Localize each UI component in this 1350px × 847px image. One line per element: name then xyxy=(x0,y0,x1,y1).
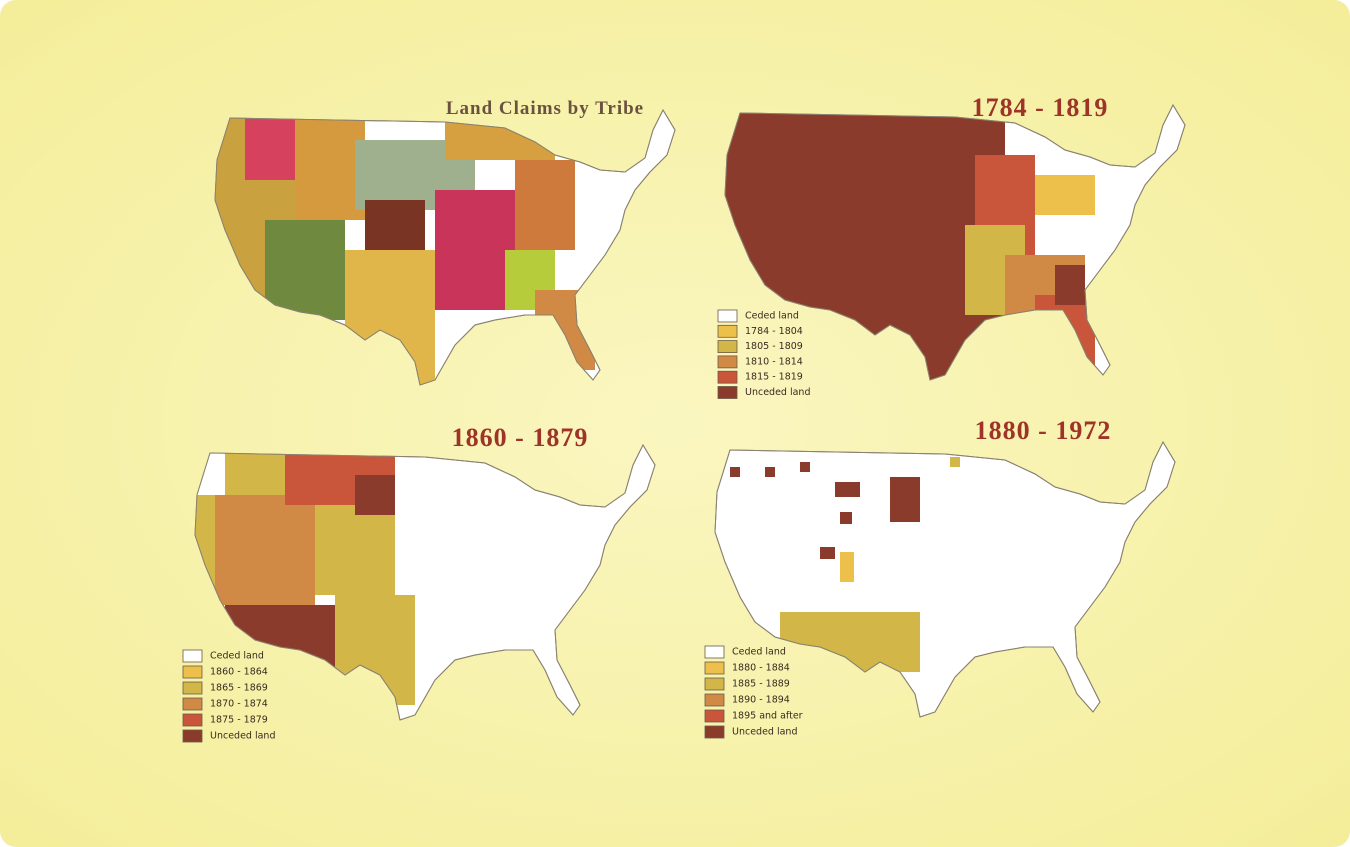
legend-label: Unceded land xyxy=(732,727,797,738)
map-title: 1784 - 1819 xyxy=(972,93,1109,122)
legend-swatch xyxy=(182,729,203,743)
legend-swatch xyxy=(182,681,203,695)
legend-label: 1810 - 1814 xyxy=(745,356,803,367)
legend-swatch xyxy=(704,693,725,707)
legend-label: 1875 - 1879 xyxy=(210,715,268,726)
legend-swatch xyxy=(182,665,203,679)
legend-label: Ceded land xyxy=(210,651,264,662)
legend-label: 1885 - 1889 xyxy=(732,679,790,690)
legend-swatch xyxy=(717,370,738,384)
legend-swatch xyxy=(182,697,203,711)
legend-label: 1895 and after xyxy=(732,711,803,722)
legend-swatch xyxy=(717,355,738,369)
legend-swatch xyxy=(182,649,203,663)
legend-label: Ceded land xyxy=(745,311,799,322)
legend-label: Unceded land xyxy=(745,387,810,398)
legend-swatch xyxy=(704,677,725,691)
legend-swatch xyxy=(717,324,738,338)
legend-label: Ceded land xyxy=(732,647,786,658)
legend-label: 1860 - 1864 xyxy=(210,667,268,678)
legend-label: 1805 - 1809 xyxy=(745,341,803,352)
legend-label: 1865 - 1869 xyxy=(210,683,268,694)
legend-label: Unceded land xyxy=(210,731,275,742)
legend-label: 1870 - 1874 xyxy=(210,699,268,710)
legend-swatch xyxy=(704,725,725,739)
legend-swatch xyxy=(717,386,738,399)
map-title: 1880 - 1972 xyxy=(975,416,1112,445)
legend-swatch xyxy=(717,340,738,354)
map-tribes xyxy=(214,109,676,386)
legend-label: 1890 - 1894 xyxy=(732,695,790,706)
legend-swatch xyxy=(704,661,725,675)
legend-swatch xyxy=(704,709,725,723)
legend-label: 1784 - 1804 xyxy=(745,326,803,337)
map-title: Land Claims by Tribe xyxy=(446,98,644,119)
legend-swatch xyxy=(704,645,725,659)
map-title: 1860 - 1879 xyxy=(452,423,589,452)
legend-label: 1815 - 1819 xyxy=(745,372,803,383)
legend-swatch xyxy=(182,713,203,727)
legend-swatch xyxy=(717,309,738,323)
legend-label: 1880 - 1884 xyxy=(732,663,790,674)
